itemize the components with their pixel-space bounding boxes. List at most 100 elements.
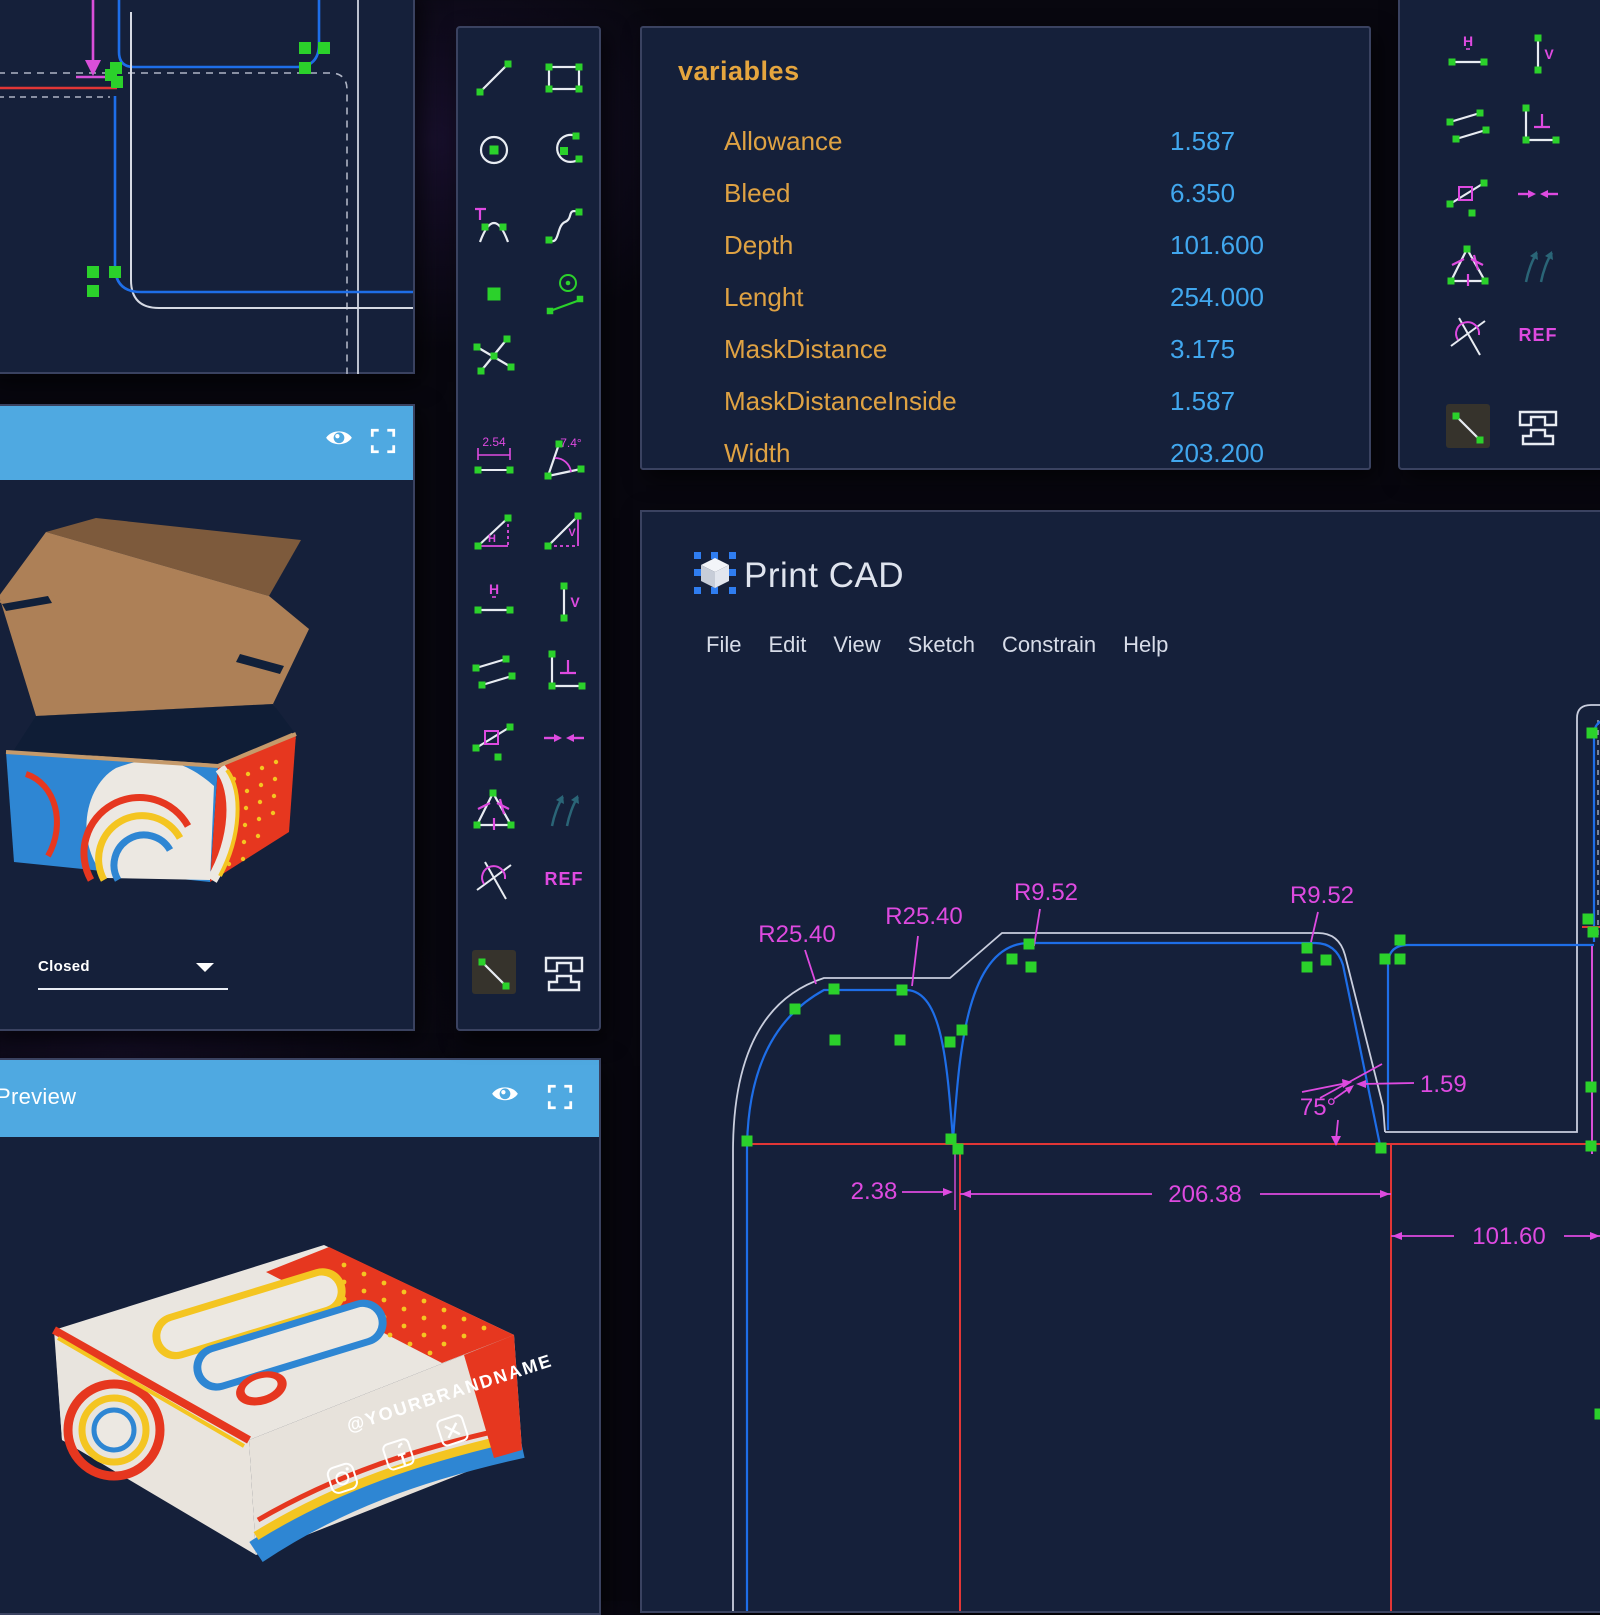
radius-label: R25.40 xyxy=(885,903,962,930)
intersect-tool-button[interactable] xyxy=(468,328,520,380)
point-on-line-tool-button[interactable] xyxy=(468,712,520,764)
menu-bar: File Edit View Sketch Constrain Help xyxy=(706,632,1168,658)
menu-item-file[interactable]: File xyxy=(706,632,741,658)
dim-label-angle: 75° xyxy=(1300,1094,1336,1121)
radius-label: R25.40 xyxy=(758,921,835,948)
constraint-vertical-tool-button[interactable]: V xyxy=(538,576,590,628)
svg-text:7.4°: 7.4° xyxy=(560,436,582,450)
parallel-tool-button[interactable] xyxy=(468,644,520,696)
svg-text:H: H xyxy=(489,581,499,597)
dim-label-gap: 2.38 xyxy=(851,1178,898,1205)
dim-horizontal-tool-button[interactable]: H xyxy=(468,504,520,556)
variable-name: MaskDistance xyxy=(724,334,887,365)
visibility-icon[interactable] xyxy=(324,426,354,456)
box-state-dropdown[interactable]: Closed xyxy=(38,958,228,976)
ref-label[interactable]: REF xyxy=(1512,308,1564,360)
constraint-toolbar: H V REF xyxy=(1398,0,1600,470)
svg-text:REF: REF xyxy=(545,869,584,889)
perpendicular-tool-button[interactable] xyxy=(538,644,590,696)
menu-item-constrain[interactable]: Constrain xyxy=(1002,632,1096,658)
print-cad-logo-icon xyxy=(694,552,736,594)
coincident-tool-button[interactable] xyxy=(538,712,590,764)
variable-name: MaskDistanceInside xyxy=(724,386,957,417)
coincident-tool-button[interactable] xyxy=(1512,168,1564,220)
preview-title: Preview xyxy=(0,1084,76,1110)
variable-value[interactable]: 1.587 xyxy=(1170,386,1235,417)
app-title: Print CAD xyxy=(744,556,904,596)
chevron-down-icon xyxy=(196,963,214,972)
symmetric-tool-button[interactable] xyxy=(1512,238,1564,290)
line-tool-button[interactable] xyxy=(468,52,520,104)
svg-text:2.54: 2.54 xyxy=(482,435,506,449)
conic-tool-button[interactable] xyxy=(468,198,520,250)
dim-vertical-tool-button[interactable]: V xyxy=(538,504,590,556)
menu-item-help[interactable]: Help xyxy=(1123,632,1168,658)
preview-open-header xyxy=(0,406,413,480)
variable-value[interactable]: 1.587 xyxy=(1170,126,1235,157)
preview-closed-header: Preview xyxy=(0,1060,599,1137)
dim-label-offset: 1.59 xyxy=(1420,1071,1467,1098)
radius-label: R9.52 xyxy=(1290,882,1354,909)
variables-title: variables xyxy=(678,56,800,87)
tangent-tool-button[interactable] xyxy=(468,852,520,904)
variable-name: Allowance xyxy=(724,126,843,157)
constraint-horizontal-tool-button[interactable]: H xyxy=(468,576,520,628)
svg-text:V: V xyxy=(570,594,580,610)
radius-label: R9.52 xyxy=(1014,879,1078,906)
menu-item-edit[interactable]: Edit xyxy=(768,632,806,658)
variables-panel: variables Allowance 1.587 Bleed 6.350 De… xyxy=(640,26,1371,470)
fragment-panel xyxy=(0,0,415,374)
active-line-tool-button[interactable] xyxy=(1442,400,1494,452)
variable-value[interactable]: 254.000 xyxy=(1170,282,1264,313)
visibility-icon[interactable] xyxy=(490,1082,520,1112)
fullscreen-icon[interactable] xyxy=(545,1082,575,1112)
constraint-vertical-tool-button[interactable]: V xyxy=(1512,28,1564,80)
variable-row: Allowance 1.587 xyxy=(642,116,1369,168)
fullscreen-icon[interactable] xyxy=(368,426,398,456)
variable-name: Lenght xyxy=(724,282,804,313)
active-line-tool-button[interactable] xyxy=(468,946,520,998)
menu-item-view[interactable]: View xyxy=(833,632,880,658)
dim-linear-tool-button[interactable]: 2.54 xyxy=(468,432,520,484)
variable-name: Depth xyxy=(724,230,793,261)
dim-angle-tool-button[interactable]: 7.4° xyxy=(538,432,590,484)
sketch-toolbar: 2.54 7.4° H V H V REF xyxy=(456,26,601,1031)
symmetric-tool-button[interactable] xyxy=(538,782,590,834)
svg-text:H: H xyxy=(488,533,496,545)
tangent-tool-button[interactable] xyxy=(1442,308,1494,360)
box-state-value: Closed xyxy=(38,958,90,975)
main-cad-panel: Print CAD File Edit View Sketch Constrai… xyxy=(640,510,1600,1613)
dieline-canvas[interactable]: R25.40 R25.40 R9.52 R9.52 2.38 206.38 10… xyxy=(642,682,1600,1611)
dim-label-depth: 101.60 xyxy=(1472,1223,1545,1250)
point-tool-button[interactable] xyxy=(468,268,520,320)
variable-value[interactable]: 101.600 xyxy=(1170,230,1264,261)
svg-text:H: H xyxy=(1463,33,1473,49)
variable-value[interactable]: 6.350 xyxy=(1170,178,1235,209)
variable-row: Lenght 254.000 xyxy=(642,272,1369,324)
rectangle-tool-button[interactable] xyxy=(538,52,590,104)
equal-tool-button[interactable] xyxy=(1442,238,1494,290)
perpendicular-tool-button[interactable] xyxy=(1512,98,1564,150)
circle-tool-button[interactable] xyxy=(468,124,520,176)
arc-tool-button[interactable] xyxy=(538,124,590,176)
variable-row: Depth 101.600 xyxy=(642,220,1369,272)
point-on-line-tool-button[interactable] xyxy=(1442,168,1494,220)
spline-tool-button[interactable] xyxy=(538,198,590,250)
parallel-tool-button[interactable] xyxy=(1442,98,1494,150)
fragment-drawing xyxy=(0,0,413,374)
equal-tool-button[interactable] xyxy=(468,782,520,834)
svg-text:REF: REF xyxy=(1519,325,1558,345)
variable-row: MaskDistance 3.175 xyxy=(642,324,1369,376)
preview-closed-panel: Preview xyxy=(0,1058,601,1615)
svg-text:V: V xyxy=(1544,46,1554,62)
constraint-horizontal-tool-button[interactable]: H xyxy=(1442,28,1494,80)
flange-tool-button[interactable] xyxy=(538,946,590,998)
ref-label[interactable]: REF xyxy=(538,852,590,904)
variable-value[interactable]: 203.200 xyxy=(1170,438,1264,469)
variable-value[interactable]: 3.175 xyxy=(1170,334,1235,365)
closed-box-render: @YOURBRANDNAME xyxy=(0,1140,595,1610)
circle-line-tool-button[interactable] xyxy=(538,268,590,320)
flange-tool-button[interactable] xyxy=(1512,400,1564,452)
variable-name: Bleed xyxy=(724,178,791,209)
menu-item-sketch[interactable]: Sketch xyxy=(908,632,975,658)
